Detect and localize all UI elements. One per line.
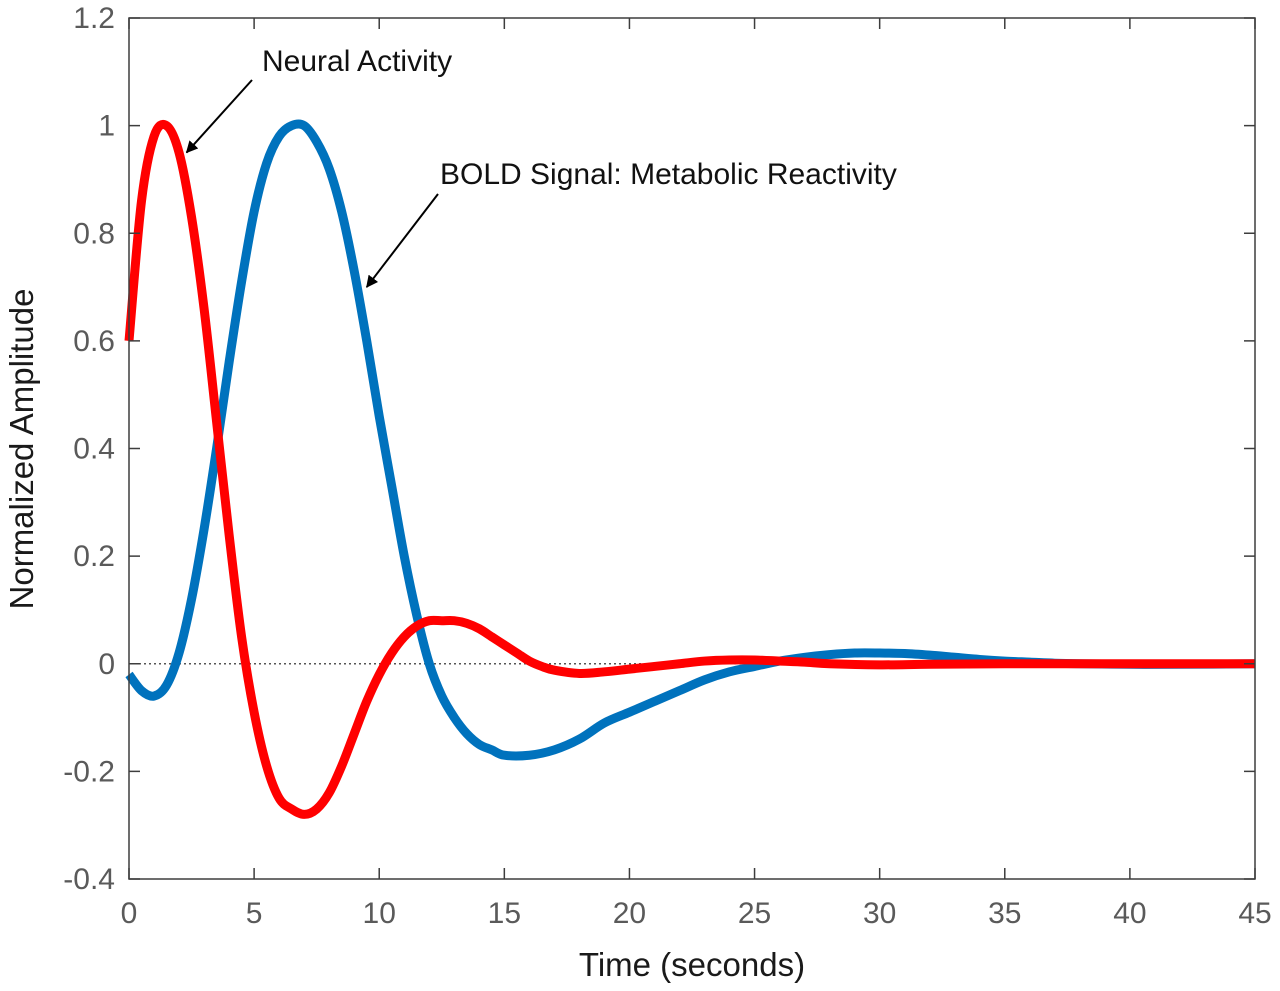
y-tick-label: 0 [98, 648, 115, 681]
neural-activity-annotation-label: Neural Activity [262, 45, 452, 78]
y-tick-label: -0.4 [63, 863, 115, 896]
y-tick-label: -0.2 [63, 755, 115, 788]
y-tick-labels: -0.4 -0.2 0 0.2 0.4 0.6 0.8 1 1.2 [63, 2, 115, 896]
x-tick-label: 0 [121, 897, 138, 930]
x-tick-labels: 0 5 10 15 20 25 30 35 40 45 [121, 897, 1272, 930]
y-axis-label: Normalized Amplitude [3, 289, 40, 610]
annotations-layer: Neural Activity BOLD Signal: Metabolic Re… [185, 45, 897, 288]
neural-activity-annotation-arrow [185, 79, 253, 154]
plot-background [129, 18, 1255, 879]
neural-activity-line [124, 119, 1255, 819]
bold-signal-annotation-label: BOLD Signal: Metabolic Reactivity [440, 158, 897, 191]
x-tick-label: 35 [988, 897, 1021, 930]
x-tick-label: 15 [488, 897, 521, 930]
x-tick-label: 30 [863, 897, 896, 930]
y-tick-label: 0.8 [73, 217, 115, 250]
x-tick-label: 5 [246, 897, 263, 930]
y-tick-label: 0.2 [73, 540, 115, 573]
y-tick-label: 1.2 [73, 2, 115, 35]
series-layer [124, 119, 1256, 819]
y-tick-label: 1 [98, 110, 115, 143]
x-tick-label: 45 [1238, 897, 1271, 930]
ticks-layer [128, 17, 1256, 880]
x-tick-label: 10 [363, 897, 396, 930]
bold-signal-annotation-arrow [365, 193, 439, 288]
x-axis-label: Time (seconds) [579, 946, 805, 983]
bold-signal-line [125, 119, 1256, 761]
x-tick-label: 25 [738, 897, 771, 930]
y-tick-label: 0.4 [73, 433, 115, 466]
x-tick-label: 20 [613, 897, 646, 930]
y-tick-label: 0.6 [73, 325, 115, 358]
x-tick-label: 40 [1113, 897, 1146, 930]
